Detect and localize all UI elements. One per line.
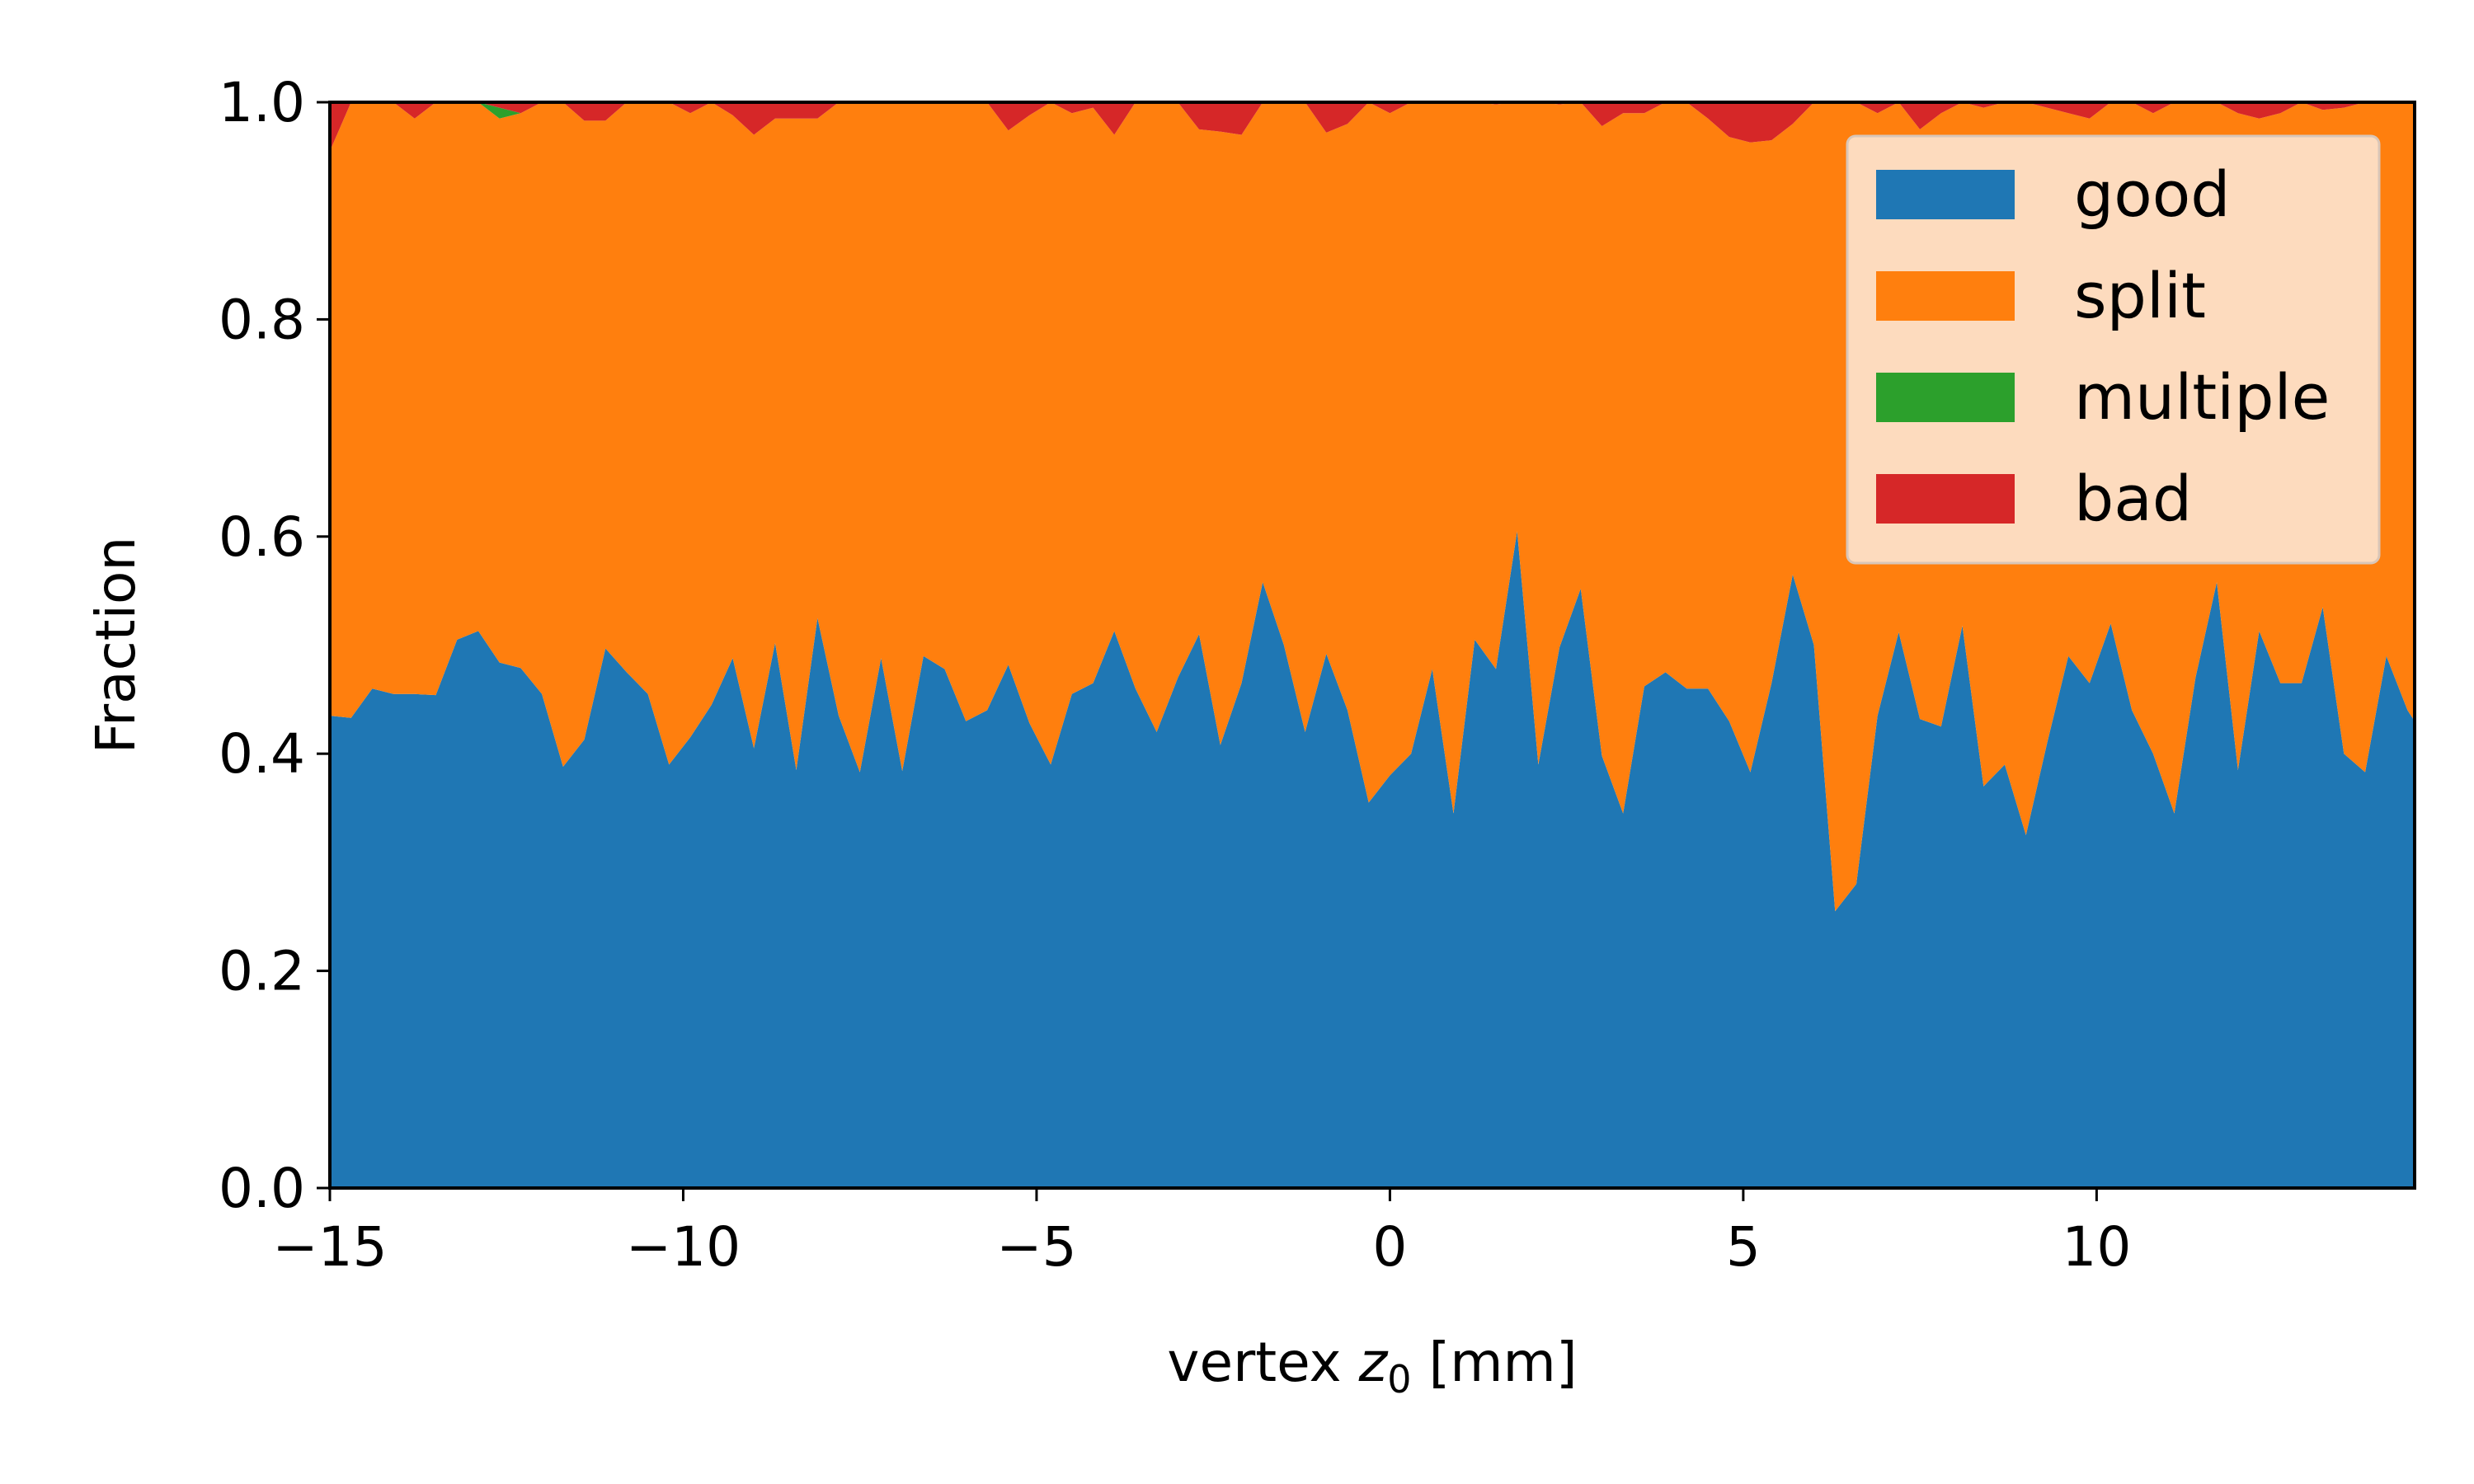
legend-label-bad: bad	[2074, 462, 2192, 535]
area-good	[330, 531, 2415, 1188]
x-tick-label: −15	[272, 1215, 387, 1279]
x-axis-ticks: −15 −10 −5 0 5 10	[272, 1188, 2131, 1279]
legend-label-good: good	[2074, 157, 2230, 231]
y-tick-label: 0.0	[219, 1157, 305, 1220]
x-axis-label: vertex z0 [mm]	[1167, 1331, 1577, 1402]
legend-swatch-split	[1876, 271, 2015, 321]
y-tick-label: 0.2	[219, 940, 305, 1003]
x-axis-label-suffix: [mm]	[1412, 1331, 1578, 1394]
legend-swatch-good	[1876, 170, 2015, 219]
x-axis-label-variable: z	[1358, 1331, 1389, 1394]
x-tick-label: 10	[2062, 1215, 2131, 1279]
x-axis-label-prefix: vertex	[1167, 1331, 1358, 1394]
plot-frame	[328, 101, 2416, 1190]
legend-swatch-bad	[1876, 474, 2015, 524]
x-axis-label-subscript: 0	[1387, 1357, 1411, 1402]
area-bad	[330, 102, 2415, 152]
legend-label-split: split	[2074, 259, 2206, 332]
x-tick-label: −10	[626, 1215, 741, 1279]
y-axis-label: Fraction	[84, 537, 148, 754]
legend-box	[1846, 134, 2381, 565]
y-tick-label: 0.8	[219, 288, 305, 351]
y-tick-label: 0.4	[219, 722, 305, 786]
y-tick-label: 0.6	[219, 505, 305, 569]
y-tick-label: 1.0	[219, 71, 305, 134]
legend-swatch-multiple	[1876, 373, 2015, 422]
x-tick-label: −5	[996, 1215, 1076, 1279]
x-tick-label: 5	[1726, 1215, 1761, 1279]
legend: good split multiple bad	[1846, 134, 2381, 565]
y-axis-ticks: 0.0 0.2 0.4 0.6 0.8 1.0	[219, 71, 330, 1220]
x-tick-label: 0	[1372, 1215, 1407, 1279]
legend-label-multiple: multiple	[2074, 360, 2330, 434]
